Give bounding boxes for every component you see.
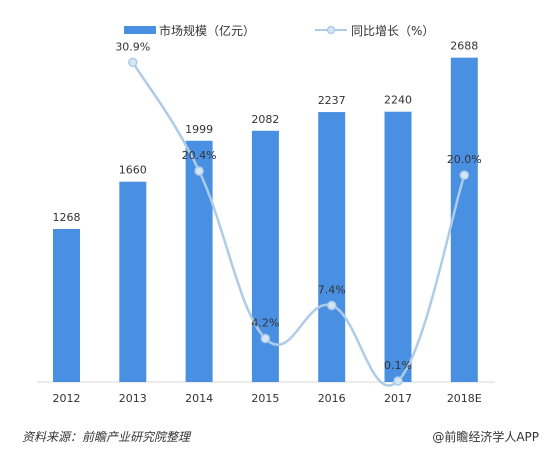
growth-label-2013: 30.9%: [115, 40, 150, 53]
bar-2017: [384, 111, 412, 382]
bar-value-label-2018E: 2688: [450, 40, 478, 53]
bar-value-label-2017: 2240: [384, 94, 412, 107]
x-axis-tick-labels: 2012 2013 2014 2015 2016 2017 2018E: [53, 392, 482, 405]
growth-point-2017: [393, 376, 403, 386]
legend-bar-swatch: [124, 26, 156, 34]
growth-point-2015: [260, 333, 271, 344]
credit-note: @前瞻经济学人APP: [432, 430, 539, 444]
growth-point-2018E: [459, 170, 470, 180]
legend-bar-label: 市场规模（亿元）: [159, 23, 255, 38]
bar-value-label-2014: 1999: [185, 123, 213, 136]
growth-label-2016: 7.4%: [318, 283, 346, 296]
bar-value-label-2013: 1660: [119, 164, 147, 177]
line-series: 30.9% 20.4% 4.2% 7.4% 0.1% 20.0%: [115, 40, 482, 387]
growth-label-2018E: 20.0%: [447, 153, 482, 166]
bar-value-label-2016: 2237: [318, 94, 346, 107]
growth-label-2017: 0.1%: [384, 359, 412, 372]
bar-2013: [119, 181, 147, 382]
source-note: 资料来源：前瞻产业研究院整理: [22, 430, 191, 444]
bar-2016: [318, 112, 346, 382]
legend-line-marker: [326, 25, 336, 35]
bar-value-label-2012: 1268: [53, 211, 81, 224]
growth-label-2015: 4.2%: [251, 317, 279, 330]
growth-line: [131, 61, 466, 387]
growth-point-2016: [326, 300, 337, 311]
x-tick-label-2013: 2013: [119, 392, 147, 405]
x-tick-label-2017: 2017: [384, 392, 412, 405]
growth-point-2013: [128, 57, 138, 68]
bar-value-label-2015: 2082: [251, 113, 279, 126]
legend-line-label: 同比增长（%）: [351, 24, 434, 38]
x-tick-label-2016: 2016: [318, 392, 346, 405]
bar-2018E: [450, 57, 478, 382]
x-tick-label-2018E: 2018E: [447, 392, 482, 405]
x-tick-label-2014: 2014: [185, 392, 213, 405]
growth-label-2014: 20.4%: [182, 149, 217, 162]
bar-series: 1268 1660 1999 2082 2237 2240 2688: [53, 40, 478, 382]
x-tick-label-2012: 2012: [53, 392, 81, 405]
x-tick-label-2015: 2015: [251, 392, 279, 405]
legend: 市场规模（亿元） 同比增长（%）: [124, 23, 434, 38]
bar-2014: [185, 140, 213, 382]
bar-2012: [53, 228, 80, 382]
growth-point-2014: [194, 166, 204, 176]
